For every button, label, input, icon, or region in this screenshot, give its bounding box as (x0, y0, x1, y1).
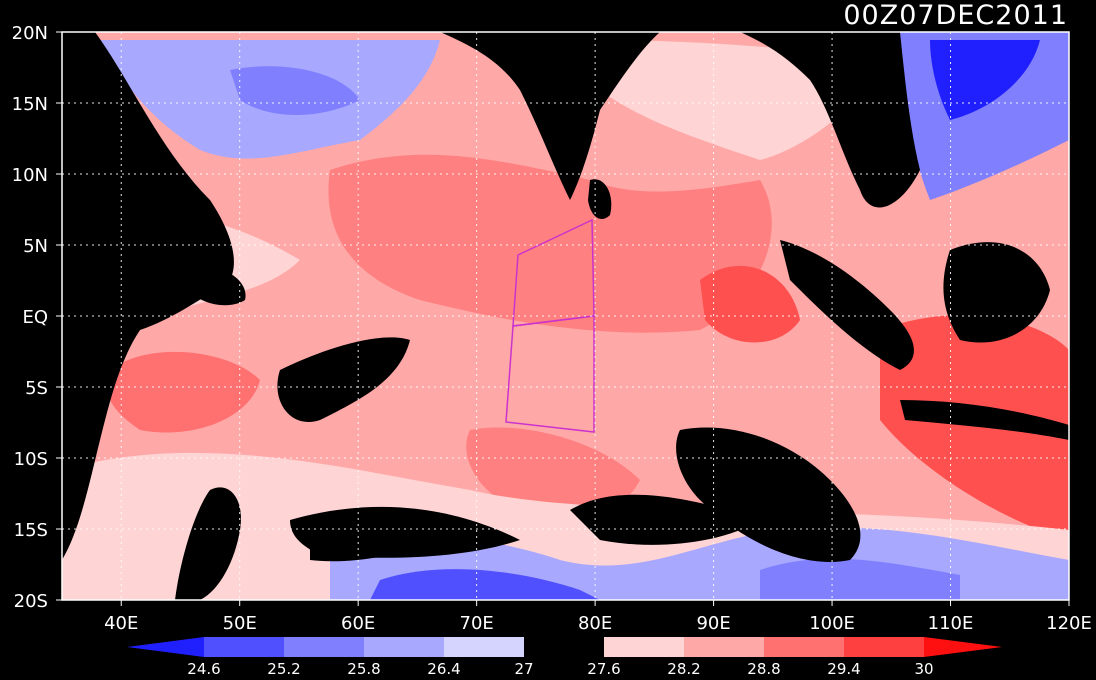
lat-label: EQ (22, 307, 48, 328)
land-sumatra (780, 240, 914, 370)
cold-water-south-deep (370, 569, 600, 600)
land-indochina (740, 32, 920, 208)
warm-core-west (106, 351, 260, 433)
lon-label: 100E (809, 613, 855, 634)
lon-label: 40E (104, 613, 138, 634)
lat-label: 15S (14, 520, 48, 541)
lon-label: 70E (460, 613, 494, 634)
warm-core-east (880, 315, 1069, 540)
land-australia-nw (676, 427, 861, 562)
colorbar-segment (684, 637, 764, 657)
colorbar-label: 27 (514, 660, 533, 678)
colorbar-label: 27.6 (587, 660, 620, 678)
lon-label: 50E (223, 613, 257, 634)
colorbar-label: 28.2 (667, 660, 700, 678)
land-madagascar (175, 487, 241, 600)
region-box-south (505, 315, 595, 433)
warm-core-south (466, 427, 640, 518)
land-africa (62, 32, 234, 560)
land-java (900, 400, 1069, 440)
cold-water-scs-deep (930, 40, 1040, 120)
patch-west-africa-coast (190, 267, 246, 306)
colorbar-segment (844, 637, 924, 657)
colorbar-label: 28.8 (747, 660, 780, 678)
colorbar-label: 25.8 (347, 660, 380, 678)
colorbar-segment (524, 637, 604, 657)
colorbar-segment (364, 637, 444, 657)
colorbar-label: 29.4 (827, 660, 860, 678)
colorbar-segment (604, 637, 684, 657)
warm-core-seasia (700, 265, 800, 343)
land-india (440, 32, 660, 200)
colorbar-segment (764, 637, 844, 657)
colorbar-label: 26.4 (427, 660, 460, 678)
colorbar-segment (204, 637, 284, 657)
land-borneo (943, 242, 1050, 343)
lat-label: 10N (12, 165, 48, 186)
colorbar-segment (444, 637, 524, 657)
lon-label: 120E (1046, 613, 1092, 634)
lon-label: 60E (341, 613, 375, 634)
lon-label: 80E (578, 613, 612, 634)
colorbar-label: 24.6 (187, 660, 220, 678)
colorbar-arrow-low (127, 637, 204, 657)
colorbar-arrow-high (924, 637, 1002, 657)
patch-central (277, 337, 410, 422)
lat-label: 5S (25, 378, 48, 399)
longitude-labels: 40E 50E 60E 70E 80E 90E 100E 110E 120E (104, 600, 1092, 634)
warm-band-north (328, 154, 772, 333)
colorbar-label: 25.2 (267, 660, 300, 678)
lat-label: 15N (12, 94, 48, 115)
lat-label: 20S (14, 591, 48, 612)
latitude-labels: 20N 15N 10N 5N EQ 5S 10S 15S 20S (12, 23, 62, 612)
map-title: 00Z07DEC2011 (843, 0, 1068, 31)
colorbar-segment (284, 637, 364, 657)
lat-label: 20N (12, 23, 48, 44)
sst-field (62, 32, 1069, 600)
land-srilanka (588, 179, 612, 220)
lon-label: 90E (696, 613, 730, 634)
colorbar: 24.6 25.2 25.8 26.4 27 27.6 28.2 28.8 29.4 30 (127, 637, 1002, 678)
colorbar-label: 30 (914, 660, 933, 678)
lat-label: 5N (23, 236, 48, 257)
region-boxes (505, 218, 595, 433)
lon-label: 110E (928, 613, 974, 634)
patch-southeast (570, 494, 760, 545)
cold-water-south-deep2 (760, 558, 960, 600)
patch-south-arc (290, 506, 520, 558)
lat-label: 10S (14, 449, 48, 470)
gridlines (62, 32, 1069, 600)
